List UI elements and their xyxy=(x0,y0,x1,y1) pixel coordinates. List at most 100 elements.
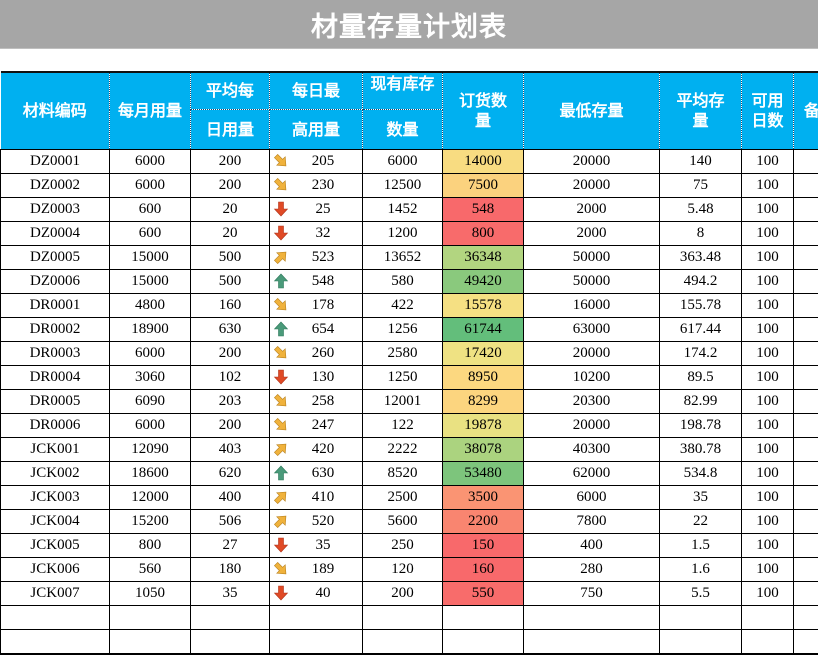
header-avg-daily-top[interactable]: 平均每 xyxy=(190,72,270,110)
cell-avg-daily[interactable]: 27 xyxy=(190,533,270,558)
cell-stock[interactable]: 1200 xyxy=(362,221,443,246)
cell-min-stock[interactable]: 40300 xyxy=(523,437,660,462)
cell-stock[interactable]: 1250 xyxy=(362,365,443,390)
cell-max-daily[interactable]: 40 xyxy=(269,581,363,606)
cell-monthly[interactable]: 3060 xyxy=(109,365,191,390)
cell-order[interactable]: 548 xyxy=(442,197,524,222)
cell-days[interactable]: 100 xyxy=(741,293,794,318)
cell-avg-daily[interactable]: 200 xyxy=(190,413,270,438)
cell-max-daily[interactable]: 258 xyxy=(269,389,363,414)
cell-days[interactable]: 100 xyxy=(741,149,794,174)
cell-monthly[interactable]: 12000 xyxy=(109,485,191,510)
cell-order[interactable]: 8299 xyxy=(442,389,524,414)
header-max-daily-top[interactable]: 每日最 xyxy=(269,72,363,110)
empty-cell[interactable] xyxy=(659,605,742,630)
empty-cell[interactable] xyxy=(109,605,191,630)
cell-monthly[interactable]: 800 xyxy=(109,533,191,558)
cell-code[interactable]: JCK003 xyxy=(0,485,110,510)
cell-stock[interactable]: 200 xyxy=(362,581,443,606)
cell-avg-stock[interactable]: 89.5 xyxy=(659,365,742,390)
cell-code[interactable]: JCK006 xyxy=(0,557,110,582)
header-days[interactable]: 可用日数 xyxy=(741,72,794,150)
cell-order[interactable]: 7500 xyxy=(442,173,524,198)
cell-stock[interactable]: 6000 xyxy=(362,149,443,174)
cell-remark[interactable] xyxy=(793,317,818,342)
empty-cell[interactable] xyxy=(190,629,270,655)
cell-avg-daily[interactable]: 35 xyxy=(190,581,270,606)
cell-code[interactable]: DR0003 xyxy=(0,341,110,366)
cell-remark[interactable] xyxy=(793,461,818,486)
cell-min-stock[interactable]: 400 xyxy=(523,533,660,558)
cell-days[interactable]: 100 xyxy=(741,413,794,438)
cell-code[interactable]: DR0006 xyxy=(0,413,110,438)
empty-cell[interactable] xyxy=(269,629,363,655)
cell-monthly[interactable]: 15000 xyxy=(109,269,191,294)
cell-monthly[interactable]: 6090 xyxy=(109,389,191,414)
cell-avg-daily[interactable]: 200 xyxy=(190,173,270,198)
cell-code[interactable]: DZ0002 xyxy=(0,173,110,198)
cell-avg-stock[interactable]: 35 xyxy=(659,485,742,510)
cell-days[interactable]: 100 xyxy=(741,485,794,510)
cell-order[interactable]: 38078 xyxy=(442,437,524,462)
cell-stock[interactable]: 2500 xyxy=(362,485,443,510)
cell-avg-stock[interactable]: 1.5 xyxy=(659,533,742,558)
cell-code[interactable]: DZ0005 xyxy=(0,245,110,270)
cell-max-daily[interactable]: 25 xyxy=(269,197,363,222)
cell-avg-daily[interactable]: 400 xyxy=(190,485,270,510)
cell-monthly[interactable]: 6000 xyxy=(109,173,191,198)
header-avg-stock[interactable]: 平均存量 xyxy=(659,72,742,150)
cell-max-daily[interactable]: 247 xyxy=(269,413,363,438)
cell-min-stock[interactable]: 2000 xyxy=(523,221,660,246)
cell-max-daily[interactable]: 230 xyxy=(269,173,363,198)
cell-avg-daily[interactable]: 20 xyxy=(190,221,270,246)
cell-avg-stock[interactable]: 380.78 xyxy=(659,437,742,462)
cell-avg-daily[interactable]: 200 xyxy=(190,341,270,366)
cell-avg-daily[interactable]: 500 xyxy=(190,269,270,294)
cell-remark[interactable] xyxy=(793,197,818,222)
cell-min-stock[interactable]: 2000 xyxy=(523,197,660,222)
cell-order[interactable]: 36348 xyxy=(442,245,524,270)
cell-order[interactable]: 15578 xyxy=(442,293,524,318)
empty-cell[interactable] xyxy=(741,629,794,655)
cell-stock[interactable]: 12500 xyxy=(362,173,443,198)
cell-days[interactable]: 100 xyxy=(741,389,794,414)
cell-avg-daily[interactable]: 20 xyxy=(190,197,270,222)
cell-remark[interactable] xyxy=(793,389,818,414)
cell-days[interactable]: 100 xyxy=(741,197,794,222)
cell-avg-stock[interactable]: 155.78 xyxy=(659,293,742,318)
empty-cell[interactable] xyxy=(523,605,660,630)
cell-min-stock[interactable]: 280 xyxy=(523,557,660,582)
cell-days[interactable]: 100 xyxy=(741,341,794,366)
cell-days[interactable]: 100 xyxy=(741,533,794,558)
cell-min-stock[interactable]: 7800 xyxy=(523,509,660,534)
header-min-stock[interactable]: 最低存量 xyxy=(523,72,660,150)
cell-monthly[interactable]: 4800 xyxy=(109,293,191,318)
cell-avg-stock[interactable]: 494.2 xyxy=(659,269,742,294)
cell-remark[interactable] xyxy=(793,293,818,318)
cell-stock[interactable]: 120 xyxy=(362,557,443,582)
empty-cell[interactable] xyxy=(190,605,270,630)
cell-remark[interactable] xyxy=(793,173,818,198)
cell-min-stock[interactable]: 50000 xyxy=(523,245,660,270)
cell-avg-stock[interactable]: 363.48 xyxy=(659,245,742,270)
cell-monthly[interactable]: 18900 xyxy=(109,317,191,342)
cell-stock[interactable]: 2580 xyxy=(362,341,443,366)
empty-cell[interactable] xyxy=(442,605,524,630)
header-code[interactable]: 材料编码 xyxy=(0,72,110,150)
cell-order[interactable]: 550 xyxy=(442,581,524,606)
cell-stock[interactable]: 8520 xyxy=(362,461,443,486)
cell-remark[interactable] xyxy=(793,413,818,438)
cell-avg-daily[interactable]: 160 xyxy=(190,293,270,318)
empty-cell[interactable] xyxy=(109,629,191,655)
header-avg-daily-bottom[interactable]: 日用量 xyxy=(190,109,270,150)
cell-stock[interactable]: 422 xyxy=(362,293,443,318)
cell-order[interactable]: 17420 xyxy=(442,341,524,366)
cell-monthly[interactable]: 1050 xyxy=(109,581,191,606)
cell-avg-stock[interactable]: 140 xyxy=(659,149,742,174)
cell-max-daily[interactable]: 420 xyxy=(269,437,363,462)
cell-avg-daily[interactable]: 500 xyxy=(190,245,270,270)
cell-avg-stock[interactable]: 82.99 xyxy=(659,389,742,414)
cell-max-daily[interactable]: 178 xyxy=(269,293,363,318)
empty-cell[interactable] xyxy=(362,605,443,630)
cell-order[interactable]: 53480 xyxy=(442,461,524,486)
